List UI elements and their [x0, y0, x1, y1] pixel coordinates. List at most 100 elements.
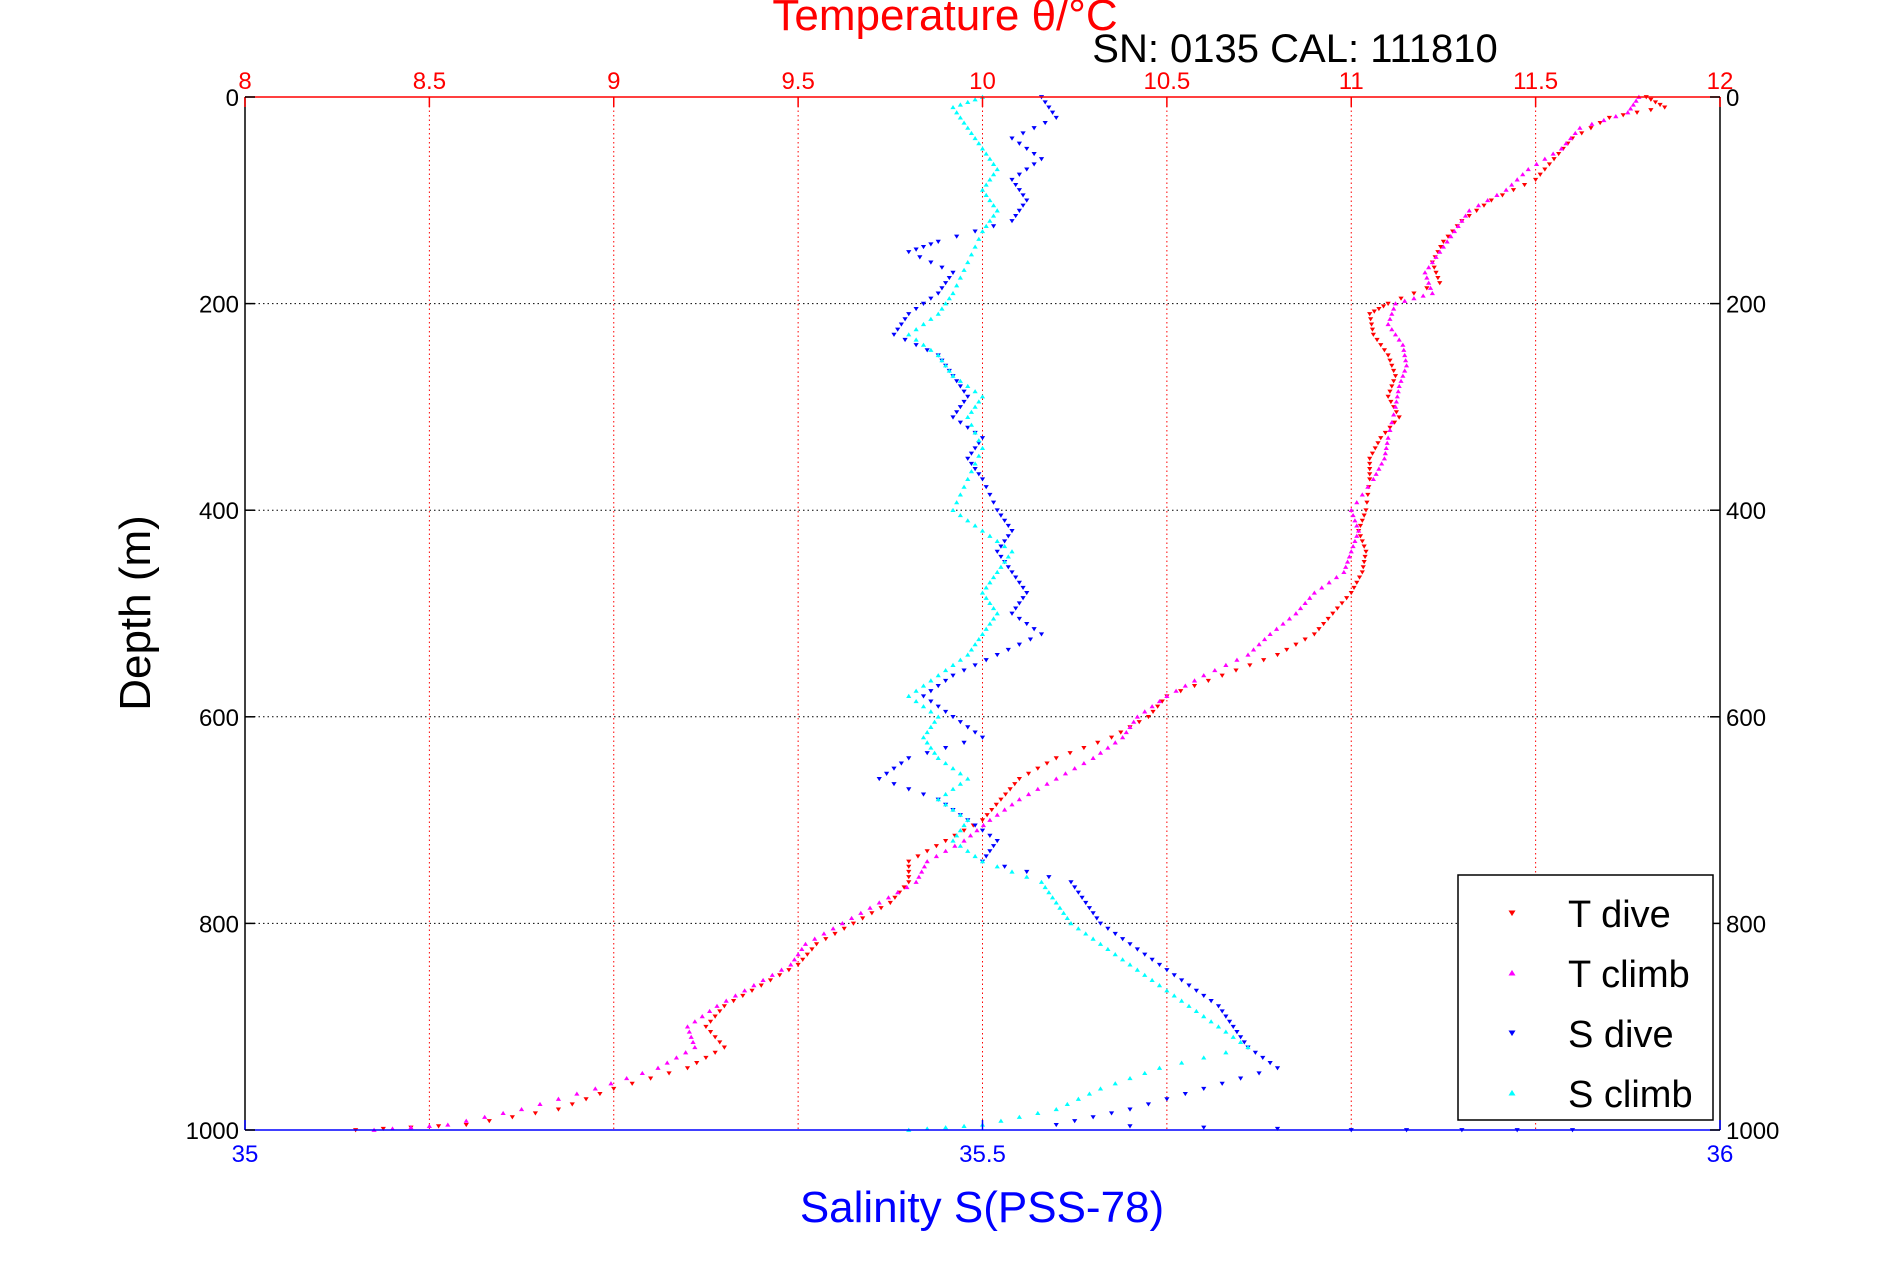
- data-point: [1424, 286, 1430, 291]
- data-point: [1105, 946, 1111, 952]
- data-point: [965, 259, 971, 265]
- data-point: [1427, 285, 1434, 290]
- data-point: [1550, 151, 1556, 156]
- data-point: [703, 1024, 709, 1030]
- data-point: [1035, 1110, 1041, 1116]
- data-point: [712, 1035, 718, 1040]
- data-point: [717, 1009, 723, 1014]
- data-point: [1459, 218, 1465, 223]
- data-point: [1013, 213, 1019, 219]
- data-point: [1648, 108, 1654, 113]
- data-point: [1090, 936, 1096, 941]
- data-point: [983, 585, 989, 590]
- data-point: [994, 611, 1000, 616]
- data-point: [1440, 239, 1447, 244]
- data-point: [957, 843, 963, 848]
- data-point: [972, 389, 978, 394]
- data-point: [1488, 198, 1494, 203]
- data-point: [1533, 161, 1540, 166]
- data-point: [1072, 1119, 1078, 1124]
- data-point: [1261, 658, 1267, 663]
- data-point: [924, 348, 930, 353]
- legend-marker: [1508, 1089, 1516, 1096]
- data-point: [1044, 781, 1050, 786]
- data-point: [1379, 461, 1385, 466]
- data-point: [957, 720, 963, 725]
- temperature-tick-label: 8: [238, 68, 251, 95]
- data-point: [1031, 162, 1037, 167]
- data-point: [876, 776, 882, 782]
- data-point: [987, 218, 993, 223]
- depth-tick-label-left: 400: [199, 498, 239, 525]
- data-point: [1551, 157, 1557, 162]
- data-point: [1020, 585, 1026, 591]
- data-point: [998, 797, 1004, 802]
- data-point: [987, 621, 993, 626]
- data-point: [994, 812, 1000, 817]
- data-point: [965, 848, 971, 853]
- data-point: [994, 508, 1000, 513]
- data-point: [1053, 900, 1059, 905]
- data-point: [1367, 456, 1373, 461]
- data-point: [1002, 518, 1008, 523]
- data-point: [943, 709, 949, 714]
- legend-label: T dive: [1568, 894, 1671, 936]
- data-point: [906, 875, 912, 880]
- axis-ticks: 8 8.5 9 9.5 10 10.5 11 11.5 12 35 35.5 36 0 0 200 200 40…: [186, 68, 1780, 1168]
- data-point: [532, 1111, 538, 1116]
- depth-tick-label-right: 0: [1726, 85, 1739, 112]
- data-point: [965, 99, 971, 104]
- data-point: [707, 1008, 713, 1014]
- data-point: [1131, 719, 1137, 724]
- data-point: [1274, 1066, 1281, 1071]
- data-point: [1123, 729, 1129, 735]
- data-point: [858, 910, 864, 915]
- data-point: [891, 332, 897, 337]
- data-point: [1367, 312, 1373, 317]
- legend-label: T climb: [1568, 954, 1690, 996]
- data-point: [1145, 1102, 1152, 1107]
- data-point: [723, 998, 729, 1003]
- data-point: [1662, 105, 1668, 110]
- data-point: [943, 848, 949, 853]
- data-point: [979, 436, 986, 441]
- data-point: [1388, 399, 1394, 405]
- data-point: [976, 399, 982, 404]
- data-point: [957, 275, 963, 280]
- data-point: [987, 817, 993, 822]
- data-point: [1356, 528, 1362, 533]
- data-point: [1503, 187, 1509, 192]
- data-point: [1142, 972, 1148, 977]
- data-point: [841, 926, 847, 931]
- data-point: [1002, 792, 1009, 797]
- data-point: [987, 156, 993, 161]
- data-point: [1097, 1086, 1104, 1091]
- data-point: [692, 1045, 698, 1050]
- data-point: [1256, 1071, 1262, 1076]
- series-t-climb: [371, 94, 1642, 1132]
- data-point: [1398, 296, 1404, 301]
- data-point: [684, 1066, 691, 1071]
- data-point: [1375, 441, 1381, 446]
- data-point: [1360, 565, 1366, 570]
- data-point: [920, 342, 927, 347]
- data-point: [1280, 621, 1286, 626]
- data-point: [1402, 298, 1408, 303]
- data-point: [1067, 751, 1073, 756]
- data-point: [760, 977, 766, 983]
- data-point: [987, 833, 993, 838]
- data-point: [928, 699, 934, 704]
- data-point: [463, 1118, 469, 1123]
- data-point: [1302, 637, 1308, 642]
- data-point: [1356, 575, 1363, 580]
- data-point: [998, 554, 1004, 560]
- data-point: [408, 1125, 414, 1130]
- data-point: [778, 967, 785, 972]
- data-point: [979, 445, 986, 451]
- data-point: [1613, 114, 1619, 119]
- data-point: [1485, 197, 1491, 203]
- data-point: [1205, 678, 1211, 683]
- data-point: [1072, 885, 1078, 890]
- data-point: [694, 1061, 700, 1066]
- data-point: [1339, 601, 1345, 606]
